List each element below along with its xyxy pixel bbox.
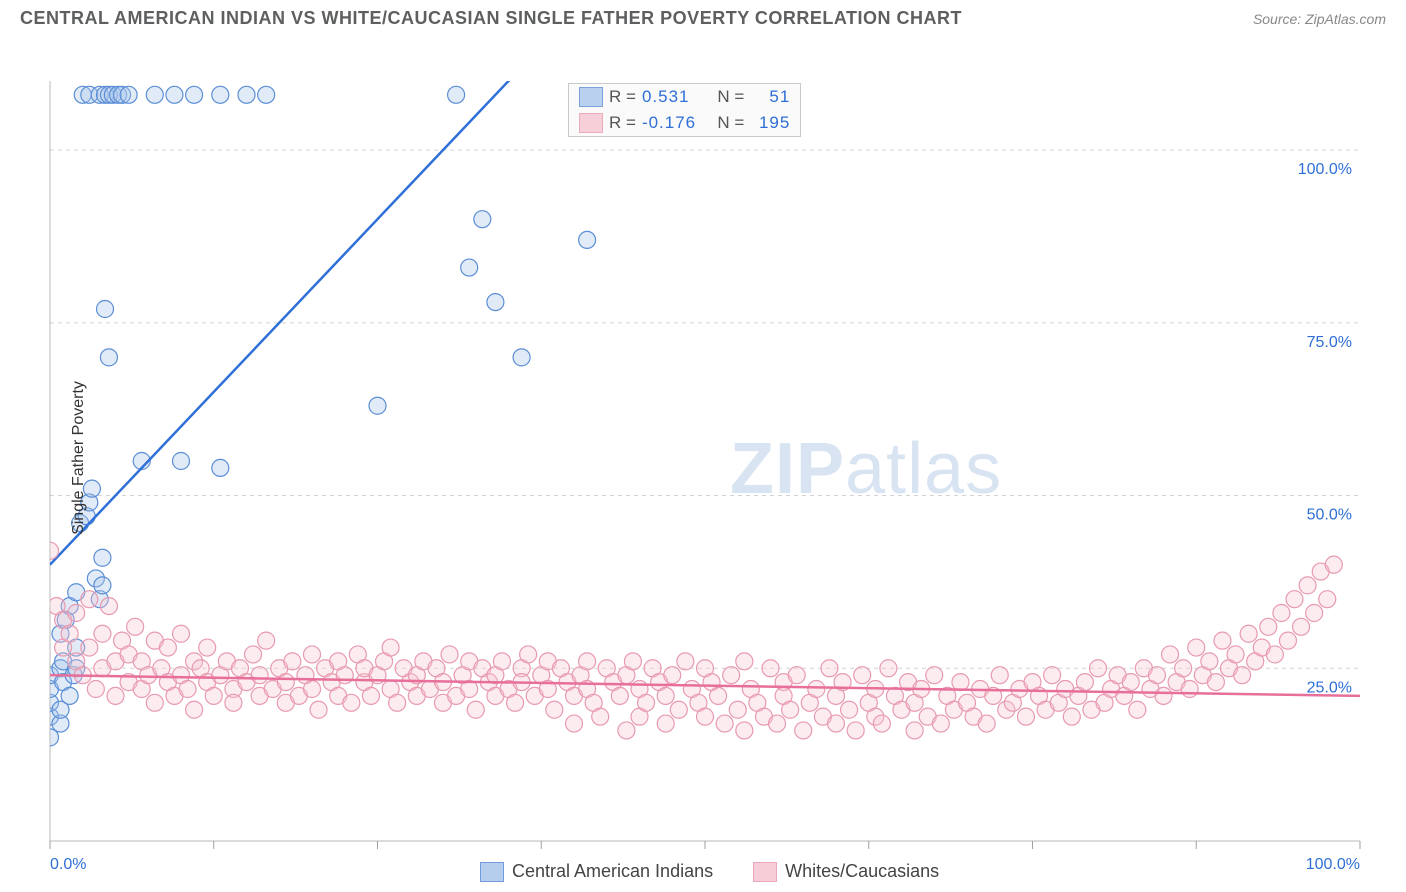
svg-text:100.0%: 100.0% [1306,856,1360,873]
legend-item-whites_caucasians: Whites/Caucasians [753,861,939,882]
legend-swatch [753,862,777,882]
r-value: -0.176 [642,113,702,133]
stats-row-central_american_indians: R = 0.531 N = 51 [569,84,800,110]
scatter-chart: 25.0% 50.0% 75.0% 100.0% 0.0% 100.0% [0,33,1406,883]
svg-text:0.0%: 0.0% [50,856,86,873]
legend-swatch [579,113,603,133]
legend-label: Whites/Caucasians [785,861,939,882]
svg-text:50.0%: 50.0% [1307,507,1352,524]
plot-area: Single Father Poverty 25.0% 50.0% 75.0% 100… [0,33,1406,883]
svg-text:25.0%: 25.0% [1307,679,1352,696]
stats-legend: R = 0.531 N = 51R = -0.176 N = 195 [568,83,801,137]
n-value: 195 [750,113,790,133]
svg-text:75.0%: 75.0% [1307,334,1352,351]
source-label: Source: ZipAtlas.com [1253,11,1386,27]
chart-title: CENTRAL AMERICAN INDIAN VS WHITE/CAUCASI… [20,8,962,29]
y-axis-label: Single Father Poverty [70,381,88,535]
n-value: 51 [750,87,790,107]
title-bar: CENTRAL AMERICAN INDIAN VS WHITE/CAUCASI… [0,0,1406,33]
legend-label: Central American Indians [512,861,713,882]
svg-text:100.0%: 100.0% [1298,161,1352,178]
legend-item-central_american_indians: Central American Indians [480,861,713,882]
legend-swatch [579,87,603,107]
r-value: 0.531 [642,87,702,107]
series-legend: Central American Indians Whites/Caucasian… [480,861,939,882]
legend-swatch [480,862,504,882]
stats-row-whites_caucasians: R = -0.176 N = 195 [569,110,800,136]
